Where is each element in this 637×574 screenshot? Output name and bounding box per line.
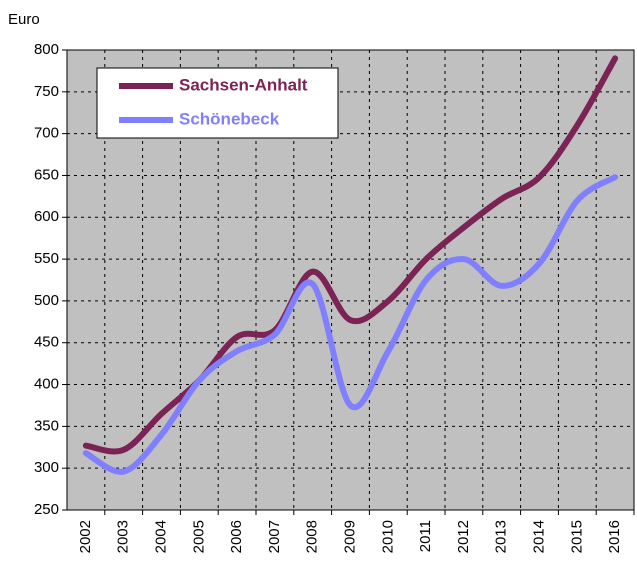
y-tick-label: 500 bbox=[34, 292, 59, 309]
x-tick-label: 2005 bbox=[190, 520, 207, 553]
x-tick-label: 2002 bbox=[77, 520, 94, 553]
y-tick-label: 250 bbox=[34, 501, 59, 518]
plot-border bbox=[66, 49, 635, 511]
x-tick-label: 2011 bbox=[417, 520, 434, 552]
line-series bbox=[82, 174, 619, 475]
x-tick-label: 2004 bbox=[152, 520, 169, 553]
y-tick-label: 550 bbox=[34, 250, 59, 267]
y-tick-label: 750 bbox=[34, 83, 59, 100]
x-tick-label: 2008 bbox=[304, 520, 321, 553]
y-tick-label: 350 bbox=[34, 417, 59, 434]
line-series bbox=[82, 55, 619, 455]
y-axis-label: Euro bbox=[8, 11, 40, 28]
x-tick-label: 2016 bbox=[606, 520, 623, 553]
x-tick-label: 2006 bbox=[228, 520, 245, 553]
x-tick-label: 2012 bbox=[455, 520, 472, 553]
y-tick-label: 700 bbox=[34, 125, 59, 142]
legend-box bbox=[96, 67, 339, 139]
x-tick-label: 2003 bbox=[115, 520, 132, 553]
y-tick-label: 650 bbox=[34, 166, 59, 183]
y-tick-label: 600 bbox=[34, 208, 59, 225]
x-tick-label: 2013 bbox=[493, 520, 510, 553]
legend-label: Schönebeck bbox=[179, 109, 280, 128]
x-tick-label: 2009 bbox=[341, 520, 358, 553]
x-tick-label: 2014 bbox=[530, 520, 547, 553]
legend-label: Sachsen-Anhalt bbox=[179, 75, 308, 94]
x-tick-label: 2015 bbox=[568, 520, 585, 553]
y-tick-label: 400 bbox=[34, 376, 59, 393]
x-tick-label: 2010 bbox=[379, 520, 396, 553]
x-tick-label: 2007 bbox=[266, 520, 283, 553]
y-tick-label: 800 bbox=[34, 41, 59, 58]
y-tick-label: 450 bbox=[34, 334, 59, 351]
y-tick-label: 300 bbox=[34, 459, 59, 476]
